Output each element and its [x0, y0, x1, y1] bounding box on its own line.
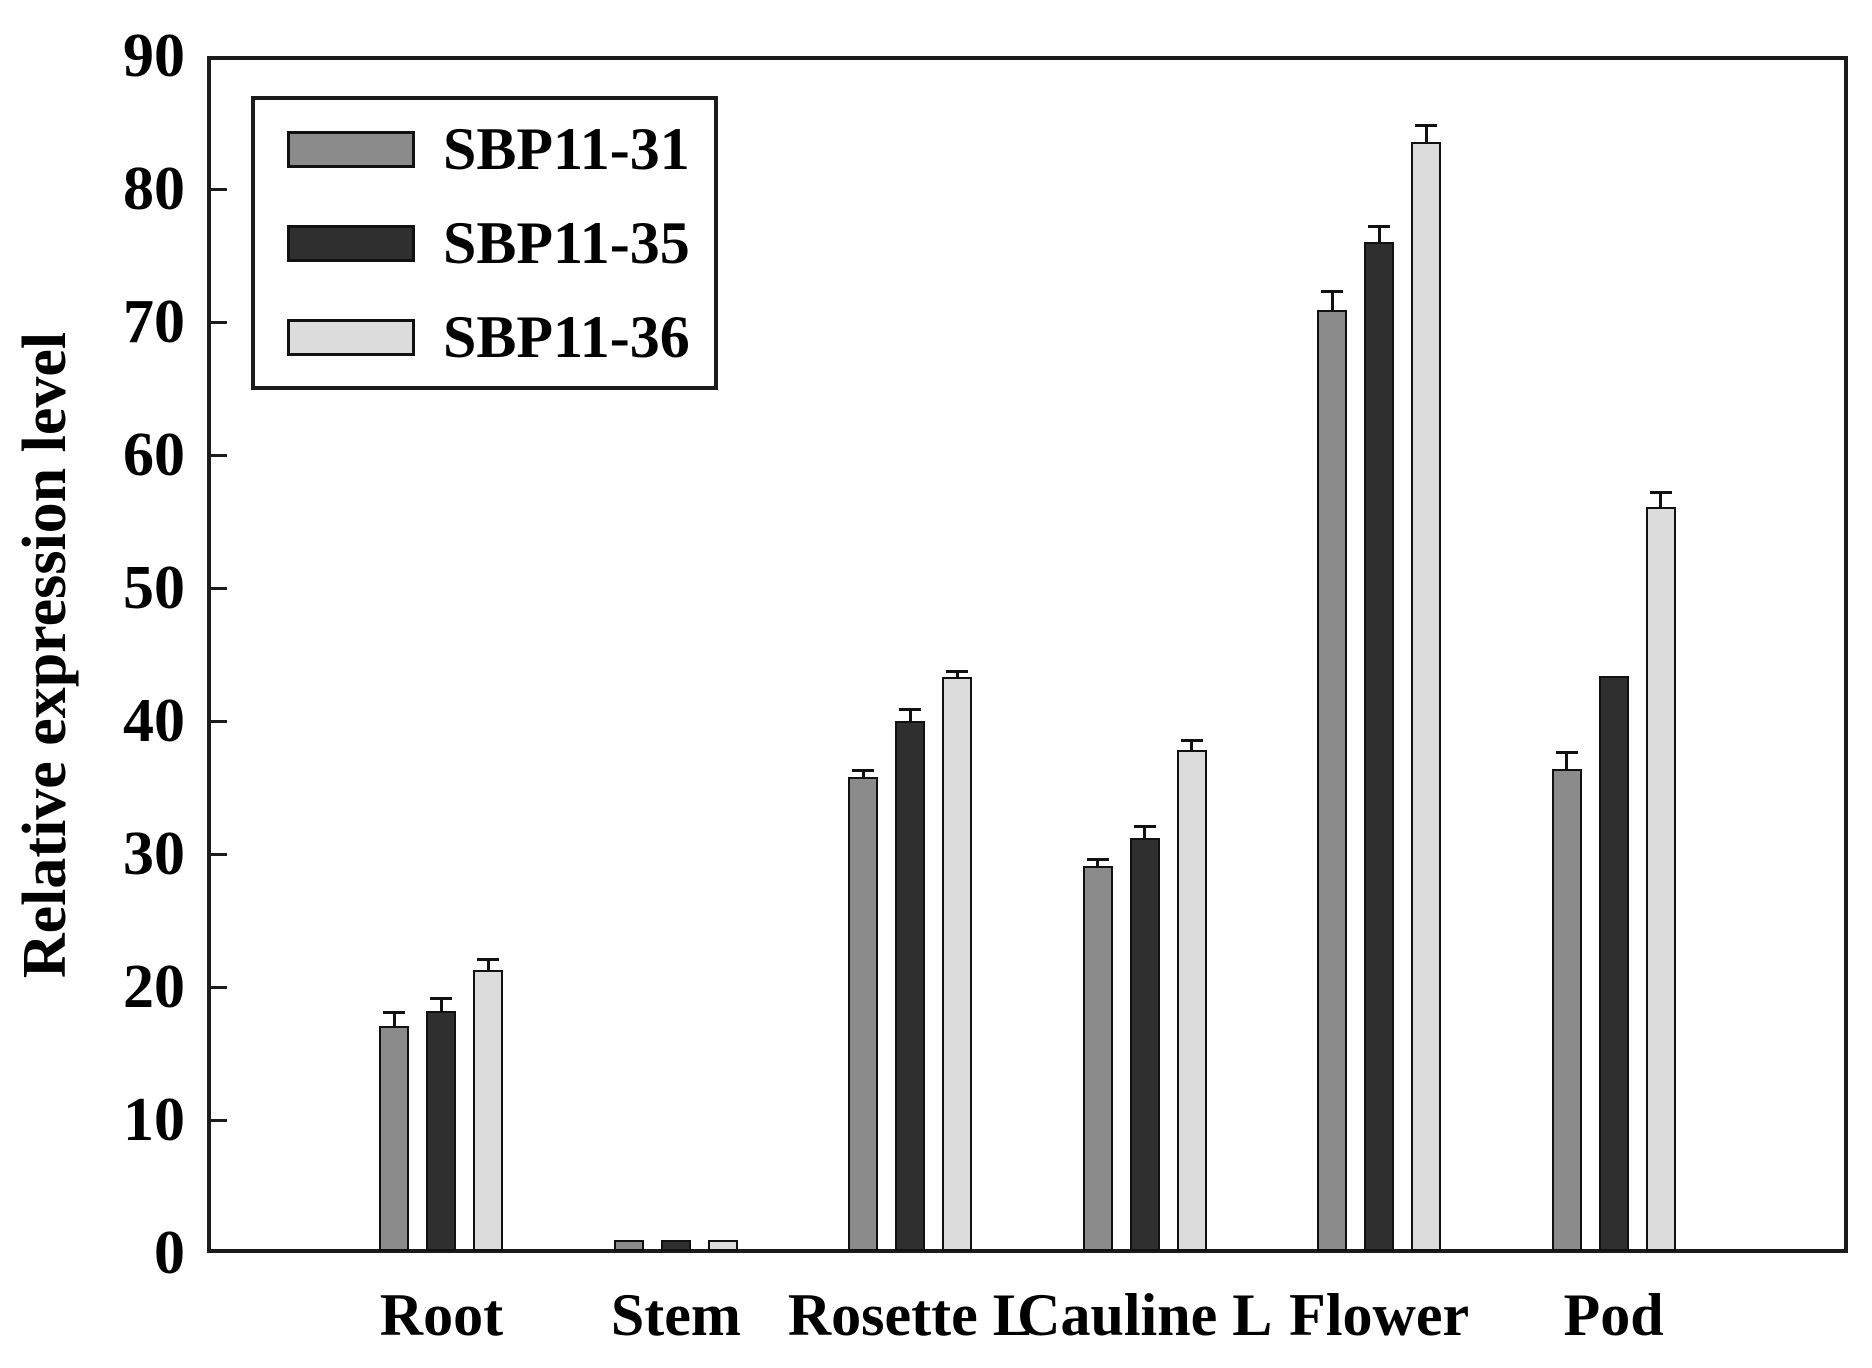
error-bar-stem	[955, 671, 959, 678]
error-bar-stem	[392, 1012, 396, 1026]
error-bar-stem	[861, 770, 865, 777]
error-bar-cap	[477, 957, 500, 961]
x-category-label-rosette-l: Rosette L	[787, 1282, 1033, 1348]
bar-sbp11-36-rosette-l	[942, 677, 973, 1251]
bar-sbp11-31-flower	[1317, 310, 1348, 1251]
y-tick-label: 50	[123, 554, 185, 622]
legend-item-sbp11-36: SBP11-36	[287, 307, 714, 367]
bar-sbp11-31-rosette-l	[848, 776, 879, 1251]
error-bar-cap	[1180, 739, 1203, 743]
bar-sbp11-31-pod	[1551, 768, 1582, 1251]
x-category-label-pod: Pod	[1563, 1282, 1664, 1348]
bar-sbp11-36-cauline-l	[1176, 750, 1207, 1251]
bar-sbp11-35-stem	[660, 1239, 691, 1251]
x-category-label-stem: Stem	[610, 1282, 741, 1348]
error-bar-cap	[1415, 123, 1438, 127]
error-bar-cap	[946, 670, 969, 674]
y-tick-mark	[211, 586, 227, 590]
error-bar-stem	[908, 709, 912, 721]
error-bar-stem	[1143, 826, 1147, 839]
legend-label-sbp11-36: SBP11-36	[443, 304, 690, 370]
error-bar-stem	[1565, 752, 1569, 769]
error-bar-stem	[1659, 492, 1663, 507]
bar-sbp11-35-cauline-l	[1129, 838, 1160, 1251]
bar-sbp11-35-root	[426, 1010, 457, 1251]
x-category-label-cauline-l: Cauline L	[1017, 1282, 1273, 1348]
legend: SBP11-31 SBP11-35 SBP11-36	[251, 96, 718, 390]
error-bar-cap	[430, 997, 453, 1001]
legend-label-sbp11-31: SBP11-31	[443, 116, 690, 182]
y-tick-label: 80	[123, 155, 185, 223]
error-bar-stem	[1377, 226, 1381, 243]
bar-sbp11-35-flower	[1364, 242, 1395, 1251]
x-category-label-flower: Flower	[1289, 1282, 1470, 1348]
y-tick-label: 40	[123, 687, 185, 755]
error-bar-cap	[1133, 824, 1156, 828]
error-bar-cap	[899, 707, 922, 711]
y-tick-label: 0	[154, 1219, 185, 1287]
error-bar-stem	[1190, 740, 1194, 751]
error-bar-stem	[439, 998, 443, 1011]
y-tick-mark	[211, 852, 227, 856]
bar-sbp11-36-pod	[1645, 506, 1676, 1251]
y-tick-mark	[211, 1118, 227, 1122]
y-tick-mark	[211, 187, 227, 191]
y-tick-label: 30	[123, 820, 185, 888]
legend-swatch-sbp11-36	[287, 318, 415, 356]
error-bar-cap	[852, 768, 875, 772]
error-bar-cap	[1649, 490, 1672, 494]
error-bar-cap	[1086, 857, 1109, 861]
y-tick-mark	[211, 719, 227, 723]
legend-item-sbp11-31: SBP11-31	[287, 119, 714, 179]
error-bar-stem	[1330, 291, 1334, 311]
y-tick-mark	[211, 985, 227, 989]
error-bar-stem	[1424, 125, 1428, 143]
bar-sbp11-36-root	[473, 969, 504, 1251]
bar-sbp11-31-stem	[613, 1239, 644, 1251]
bar-sbp11-31-root	[379, 1025, 410, 1251]
y-tick-label: 20	[123, 953, 185, 1021]
legend-item-sbp11-35: SBP11-35	[287, 213, 714, 273]
bar-sbp11-35-pod	[1598, 675, 1629, 1251]
error-bar-cap	[383, 1010, 406, 1014]
y-tick-mark	[211, 320, 227, 324]
legend-label-sbp11-35: SBP11-35	[443, 210, 690, 276]
error-bar-stem	[1096, 859, 1100, 866]
error-bar-cap	[1555, 751, 1578, 755]
bar-sbp11-36-flower	[1411, 142, 1442, 1251]
x-category-label-root: Root	[379, 1282, 504, 1348]
error-bar-stem	[486, 959, 490, 970]
bar-sbp11-36-stem	[707, 1239, 738, 1251]
y-tick-label: 70	[123, 288, 185, 356]
y-tick-label: 90	[123, 22, 185, 90]
legend-swatch-sbp11-35	[287, 224, 415, 262]
error-bar-cap	[1321, 289, 1344, 293]
y-tick-label: 10	[123, 1086, 185, 1154]
y-tick-label: 60	[123, 421, 185, 489]
error-bar-cap	[1368, 224, 1391, 228]
y-axis-title: Relative expression level	[11, 331, 79, 979]
legend-swatch-sbp11-31	[287, 130, 415, 168]
y-tick-mark	[211, 453, 227, 457]
bar-sbp11-31-cauline-l	[1082, 865, 1113, 1251]
bar-sbp11-35-rosette-l	[895, 721, 926, 1251]
